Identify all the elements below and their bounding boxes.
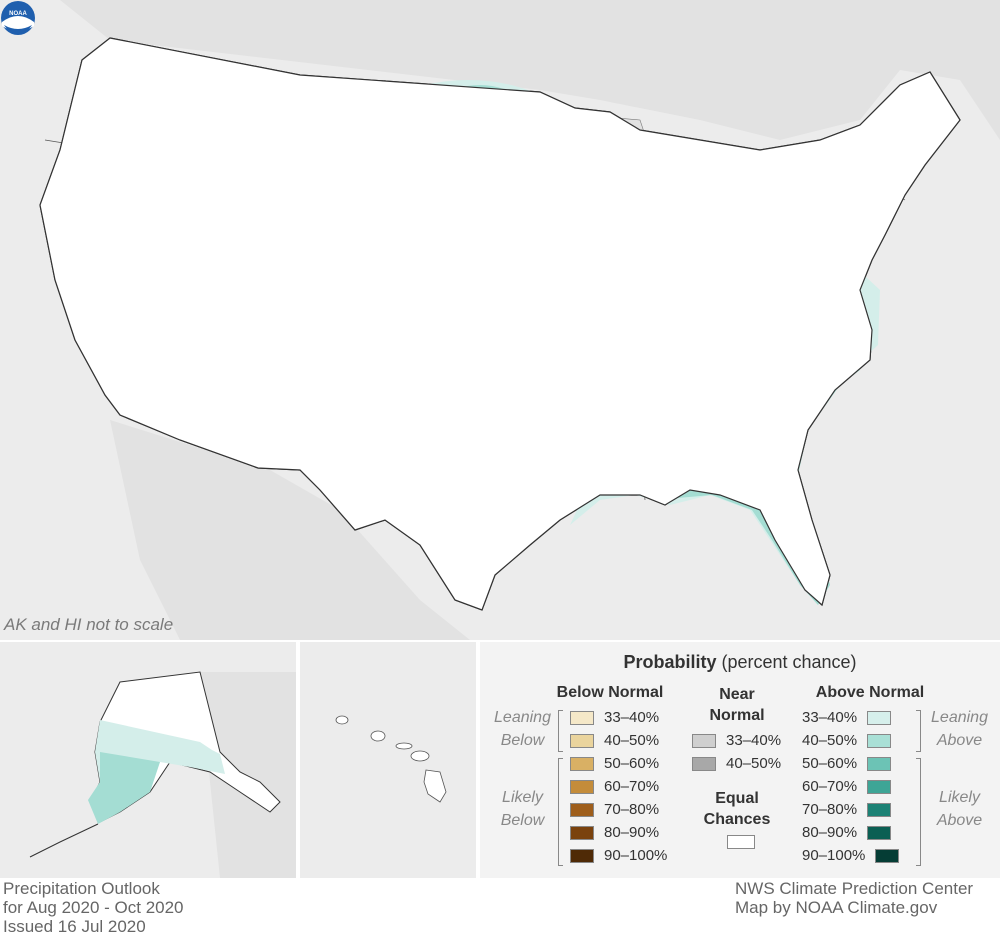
above-normal-header: Above Normal (815, 684, 925, 701)
below-normal-label: 40–50% (604, 732, 660, 749)
near-normal-header: Near Normal (709, 686, 765, 724)
conus-map-svg (39, 0, 1000, 640)
footer-left: Precipitation Outlook for Aug 2020 - Oct… (3, 879, 184, 936)
near-normal-swatch (692, 756, 716, 771)
above-normal-label: 90–100% (802, 847, 866, 864)
below-normal-label: 80–90% (604, 824, 660, 841)
below-normal-row: 50–60% (570, 755, 659, 772)
above-normal-label: 70–80% (802, 801, 858, 818)
below-normal-swatch (570, 848, 594, 863)
below-normal-swatch (570, 710, 594, 725)
legend: Probability (percent chance) Below Norma… (480, 642, 1000, 878)
legend-title: Probability (percent chance) (480, 652, 1000, 673)
near-normal-row: 33–40% (692, 732, 781, 749)
above-normal-swatch (875, 848, 900, 863)
above-normal-swatch (867, 825, 892, 840)
below-normal-label: 70–80% (604, 801, 660, 818)
alaska-inset (0, 642, 296, 878)
below-normal-swatch (570, 779, 594, 794)
above-normal-swatch (867, 710, 892, 725)
mexico-land (110, 420, 470, 640)
likely-above-label: Likely Above (936, 789, 983, 829)
svg-text:NOAA: NOAA (9, 11, 27, 17)
hawaii-map-svg (335, 715, 447, 803)
conus-map: AK and HI not to scale NOAA (0, 0, 1000, 640)
noaa-logo-icon: NOAA (1, 1, 35, 35)
above-normal-swatch (867, 733, 892, 748)
above-normal-row: 50–60% (802, 755, 892, 772)
leaning-above-label: Leaning Above (931, 709, 988, 749)
below-normal-row: 70–80% (570, 801, 659, 818)
leaning-below-label: Leaning Below (494, 709, 551, 749)
legend-title-bold: Probability (623, 652, 717, 672)
above-normal-swatch (867, 756, 892, 771)
equal-chances-swatch (727, 835, 755, 849)
footer-title: Precipitation Outlook (3, 879, 160, 898)
below-normal-swatch (570, 733, 594, 748)
below-normal-row: 90–100% (570, 847, 667, 864)
footer-credit: Map by NOAA Climate.gov (735, 898, 938, 917)
footer-source: NWS Climate Prediction Center (735, 879, 974, 898)
leaning-above-bracket (916, 710, 921, 752)
legend-title-rest: (percent chance) (721, 652, 857, 672)
near-normal-swatch (692, 733, 716, 748)
above-normal-label: 40–50% (802, 732, 858, 749)
below-normal-row: 33–40% (570, 709, 659, 726)
canada-land (60, 0, 1000, 140)
below-normal-label: 50–60% (604, 755, 660, 772)
footer-right: NWS Climate Prediction Center Map by NOA… (735, 879, 973, 917)
below-normal-label: 90–100% (604, 847, 668, 864)
below-normal-row: 40–50% (570, 732, 659, 749)
above-normal-swatch (867, 802, 892, 817)
above-normal-label: 33–40% (802, 709, 858, 726)
likely-below-label: Likely Below (500, 789, 545, 829)
below-normal-row: 80–90% (570, 824, 659, 841)
above-normal-row: 90–100% (802, 847, 900, 864)
above-normal-row: 70–80% (802, 801, 892, 818)
leaning-below-bracket (558, 710, 563, 752)
alaska-map-svg (29, 671, 296, 878)
footer-issued: Issued 16 Jul 2020 (3, 917, 146, 936)
equal-chances-label: Equal Chances (703, 790, 771, 828)
above-normal-row: 60–70% (802, 778, 892, 795)
below-normal-swatch (570, 802, 594, 817)
hawaii-inset (300, 642, 476, 878)
footer-period: for Aug 2020 - Oct 2020 (3, 898, 184, 917)
below-normal-label: 33–40% (604, 709, 660, 726)
likely-below-bracket (558, 758, 563, 866)
near-normal-row: 40–50% (692, 755, 781, 772)
above-normal-label: 50–60% (802, 755, 858, 772)
below-normal-label: 60–70% (604, 778, 660, 795)
above-normal-label: 80–90% (802, 824, 858, 841)
below-normal-header: Below Normal (556, 684, 664, 701)
likely-above-bracket (916, 758, 921, 866)
scale-note: AK and HI not to scale (4, 615, 174, 634)
below-normal-swatch (570, 825, 594, 840)
above-normal-row: 40–50% (802, 732, 892, 749)
below-normal-row: 60–70% (570, 778, 659, 795)
above-normal-row: 33–40% (802, 709, 892, 726)
above-normal-swatch (867, 779, 892, 794)
below-normal-swatch (570, 756, 594, 771)
above-normal-label: 60–70% (802, 778, 858, 795)
near-normal-label: 40–50% (726, 755, 782, 772)
near-normal-label: 33–40% (726, 732, 782, 749)
above-normal-row: 80–90% (802, 824, 892, 841)
